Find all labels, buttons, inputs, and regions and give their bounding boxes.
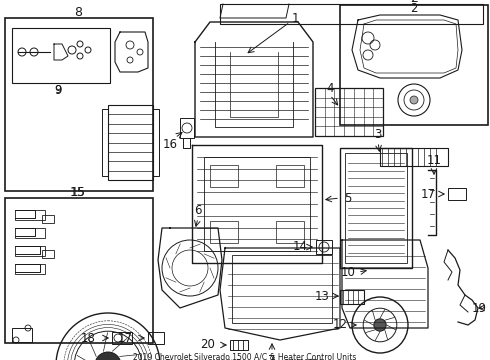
Text: 4: 4 (326, 81, 334, 94)
Text: 17: 17 (420, 188, 436, 201)
Bar (315, 88, 383, 136)
Text: 10: 10 (341, 266, 355, 279)
Text: 17: 17 (118, 332, 132, 345)
Text: 8: 8 (74, 5, 82, 18)
Bar (448, 188, 466, 200)
Bar (15, 228, 45, 238)
Bar (230, 340, 248, 350)
Text: 3: 3 (374, 129, 382, 141)
Bar (153, 109, 159, 176)
Text: 2: 2 (410, 0, 418, 5)
Bar (148, 332, 164, 344)
Bar (380, 148, 448, 166)
Bar (180, 118, 194, 138)
Bar (340, 5, 488, 125)
Bar (15, 264, 45, 274)
Text: 2: 2 (410, 1, 418, 14)
Bar (102, 109, 108, 176)
Text: 2019 Chevrolet Silverado 1500 A/C & Heater Control Units: 2019 Chevrolet Silverado 1500 A/C & Heat… (133, 353, 357, 360)
Text: Dash Control Unit Diagram for 84499510: Dash Control Unit Diagram for 84499510 (166, 359, 324, 360)
Circle shape (95, 352, 121, 360)
Text: 14: 14 (293, 240, 308, 253)
Text: 11: 11 (426, 153, 441, 166)
Bar (340, 290, 364, 304)
Bar (5, 18, 153, 191)
Text: 20: 20 (200, 338, 216, 351)
Bar (112, 332, 132, 344)
Text: 6: 6 (194, 203, 202, 216)
Bar (12, 328, 32, 342)
Bar (276, 221, 304, 243)
Bar (210, 221, 238, 243)
Text: 12: 12 (333, 319, 347, 332)
Text: 19: 19 (472, 302, 487, 315)
Circle shape (374, 319, 386, 331)
Bar (316, 240, 332, 254)
Bar (204, 157, 310, 251)
Bar (15, 246, 45, 256)
Bar (345, 153, 407, 263)
Bar (340, 148, 412, 268)
Text: 9: 9 (54, 85, 62, 95)
Text: 9: 9 (54, 84, 62, 96)
Bar (5, 198, 153, 343)
Text: 7: 7 (268, 354, 276, 360)
Bar (220, 4, 483, 24)
Circle shape (410, 96, 418, 104)
Bar (276, 165, 304, 187)
Text: 16: 16 (163, 139, 177, 152)
Bar (42, 250, 54, 258)
Text: 13: 13 (315, 289, 329, 302)
Text: 1: 1 (291, 12, 299, 24)
Bar (210, 165, 238, 187)
Text: 15: 15 (70, 185, 86, 198)
Bar (15, 210, 45, 220)
Text: 15: 15 (71, 185, 85, 198)
Bar (12, 28, 110, 83)
Bar (42, 215, 54, 223)
Text: 18: 18 (80, 332, 96, 345)
Text: 5: 5 (344, 192, 352, 204)
Bar (232, 255, 332, 323)
Bar (108, 105, 153, 180)
